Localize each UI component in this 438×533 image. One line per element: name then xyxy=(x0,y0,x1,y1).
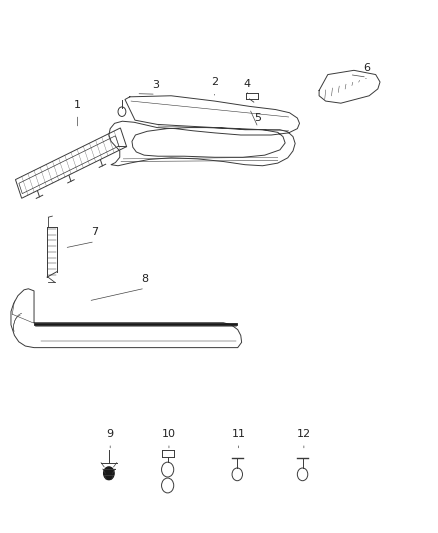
Circle shape xyxy=(104,467,114,480)
Text: 6: 6 xyxy=(364,63,371,72)
Text: 1: 1 xyxy=(74,100,81,110)
Text: 2: 2 xyxy=(211,77,218,87)
Text: 7: 7 xyxy=(92,227,99,237)
Text: 4: 4 xyxy=(244,78,251,88)
Text: 9: 9 xyxy=(106,429,114,439)
Text: 12: 12 xyxy=(297,429,311,439)
Text: 3: 3 xyxy=(152,79,159,90)
Text: 11: 11 xyxy=(232,429,246,439)
Text: 8: 8 xyxy=(141,273,148,284)
Text: 10: 10 xyxy=(162,429,176,439)
Text: 5: 5 xyxy=(254,113,261,123)
